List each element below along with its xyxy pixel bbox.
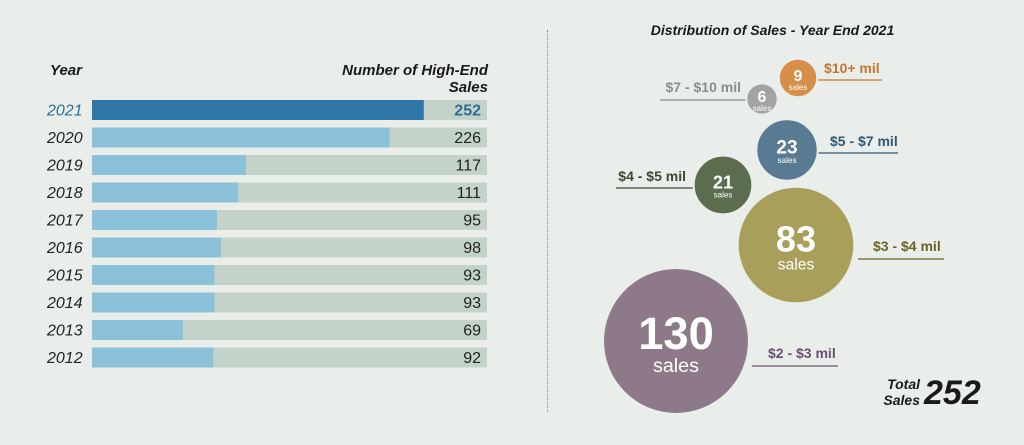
bubble (745, 82, 779, 116)
bar (92, 320, 183, 340)
bubble-unit-label: sales (778, 257, 815, 274)
total-sales-value: 252 (924, 374, 981, 412)
bubble-value: 130 (638, 308, 713, 359)
bubble (602, 267, 750, 415)
bar-row-2020: 2020 226 (46, 127, 487, 148)
year-label: 2020 (46, 130, 83, 147)
range-label: $7 - $10 mil (666, 79, 742, 95)
year-label: 2013 (46, 323, 83, 340)
bubble-value: 83 (776, 219, 816, 260)
bar (92, 155, 247, 175)
bar-value-label: 111 (457, 185, 481, 202)
bubble-unit-label: sales (653, 355, 699, 377)
bubble-value: 9 (794, 68, 803, 85)
range-label: $4 - $5 mil (618, 168, 686, 184)
bubble-unit-label: sales (753, 104, 772, 113)
range-label: $3 - $4 mil (873, 238, 941, 254)
bar (92, 100, 424, 120)
bar (92, 127, 390, 148)
bar-row-2013: 2013 69 (46, 320, 487, 340)
bar (92, 182, 239, 203)
bar-value-label: 93 (463, 268, 481, 285)
total-sales-label: Total Sales (883, 376, 920, 408)
year-label: 2019 (46, 158, 83, 175)
bubble-value: 6 (758, 89, 767, 106)
bubble (692, 154, 754, 216)
bar (92, 347, 214, 368)
bar-value-label: 252 (454, 103, 481, 120)
bar-track (92, 320, 487, 340)
bar-value-label: 92 (463, 350, 481, 367)
year-label: 2018 (46, 185, 83, 202)
bubble (755, 118, 819, 182)
bar-row-2012: 2012 92 (46, 347, 487, 368)
bar-value-label: 226 (454, 130, 481, 147)
bar (92, 292, 215, 313)
bar-value-label: 95 (463, 213, 481, 230)
bar-row-2014: 2014 93 (46, 292, 487, 313)
bubble-unit-label: sales (777, 156, 796, 165)
sales-column-header: Number of High-End Sales (342, 62, 488, 96)
bar (92, 210, 218, 230)
bubble-unit-label: sales (714, 190, 733, 199)
bar-row-2015: 2015 93 (46, 265, 487, 285)
bubble (736, 185, 856, 305)
range-label: $2 - $3 mil (768, 345, 836, 361)
year-label: 2021 (46, 103, 83, 120)
bar (92, 265, 215, 285)
bar-row-2016: 2016 98 (46, 237, 487, 258)
bar-row-2019: 2019 117 (46, 155, 487, 175)
bar-row-2018: 2018 111 (46, 182, 487, 203)
bar-value-label: 69 (463, 323, 481, 340)
bubble-value: 21 (713, 172, 733, 192)
panel-divider (547, 30, 548, 412)
bar-row-2021: 2021 252 (46, 100, 487, 120)
year-column-header: Year (50, 62, 82, 79)
year-label: 2015 (46, 268, 83, 285)
year-label: 2012 (46, 350, 83, 367)
bar-value-label: 98 (463, 240, 481, 257)
bubble-value: 23 (776, 137, 797, 158)
year-label: 2016 (46, 240, 83, 257)
bar-value-label: 117 (455, 158, 481, 175)
bar (92, 237, 222, 258)
range-label: $10+ mil (824, 60, 880, 76)
bar-row-2017: 2017 95 (46, 210, 487, 230)
range-label: $5 - $7 mil (830, 133, 898, 149)
distribution-title: Distribution of Sales - Year End 2021 (650, 22, 895, 38)
bubble-unit-label: sales (789, 83, 808, 92)
high-end-sales-bar-chart: 2021 252 2020 226 2019 117 2018 111 2017 95 2016 98… (46, 100, 487, 368)
bar-value-label: 93 (463, 295, 481, 312)
bubble (777, 57, 819, 99)
year-label: 2014 (46, 295, 83, 312)
year-label: 2017 (46, 213, 84, 230)
